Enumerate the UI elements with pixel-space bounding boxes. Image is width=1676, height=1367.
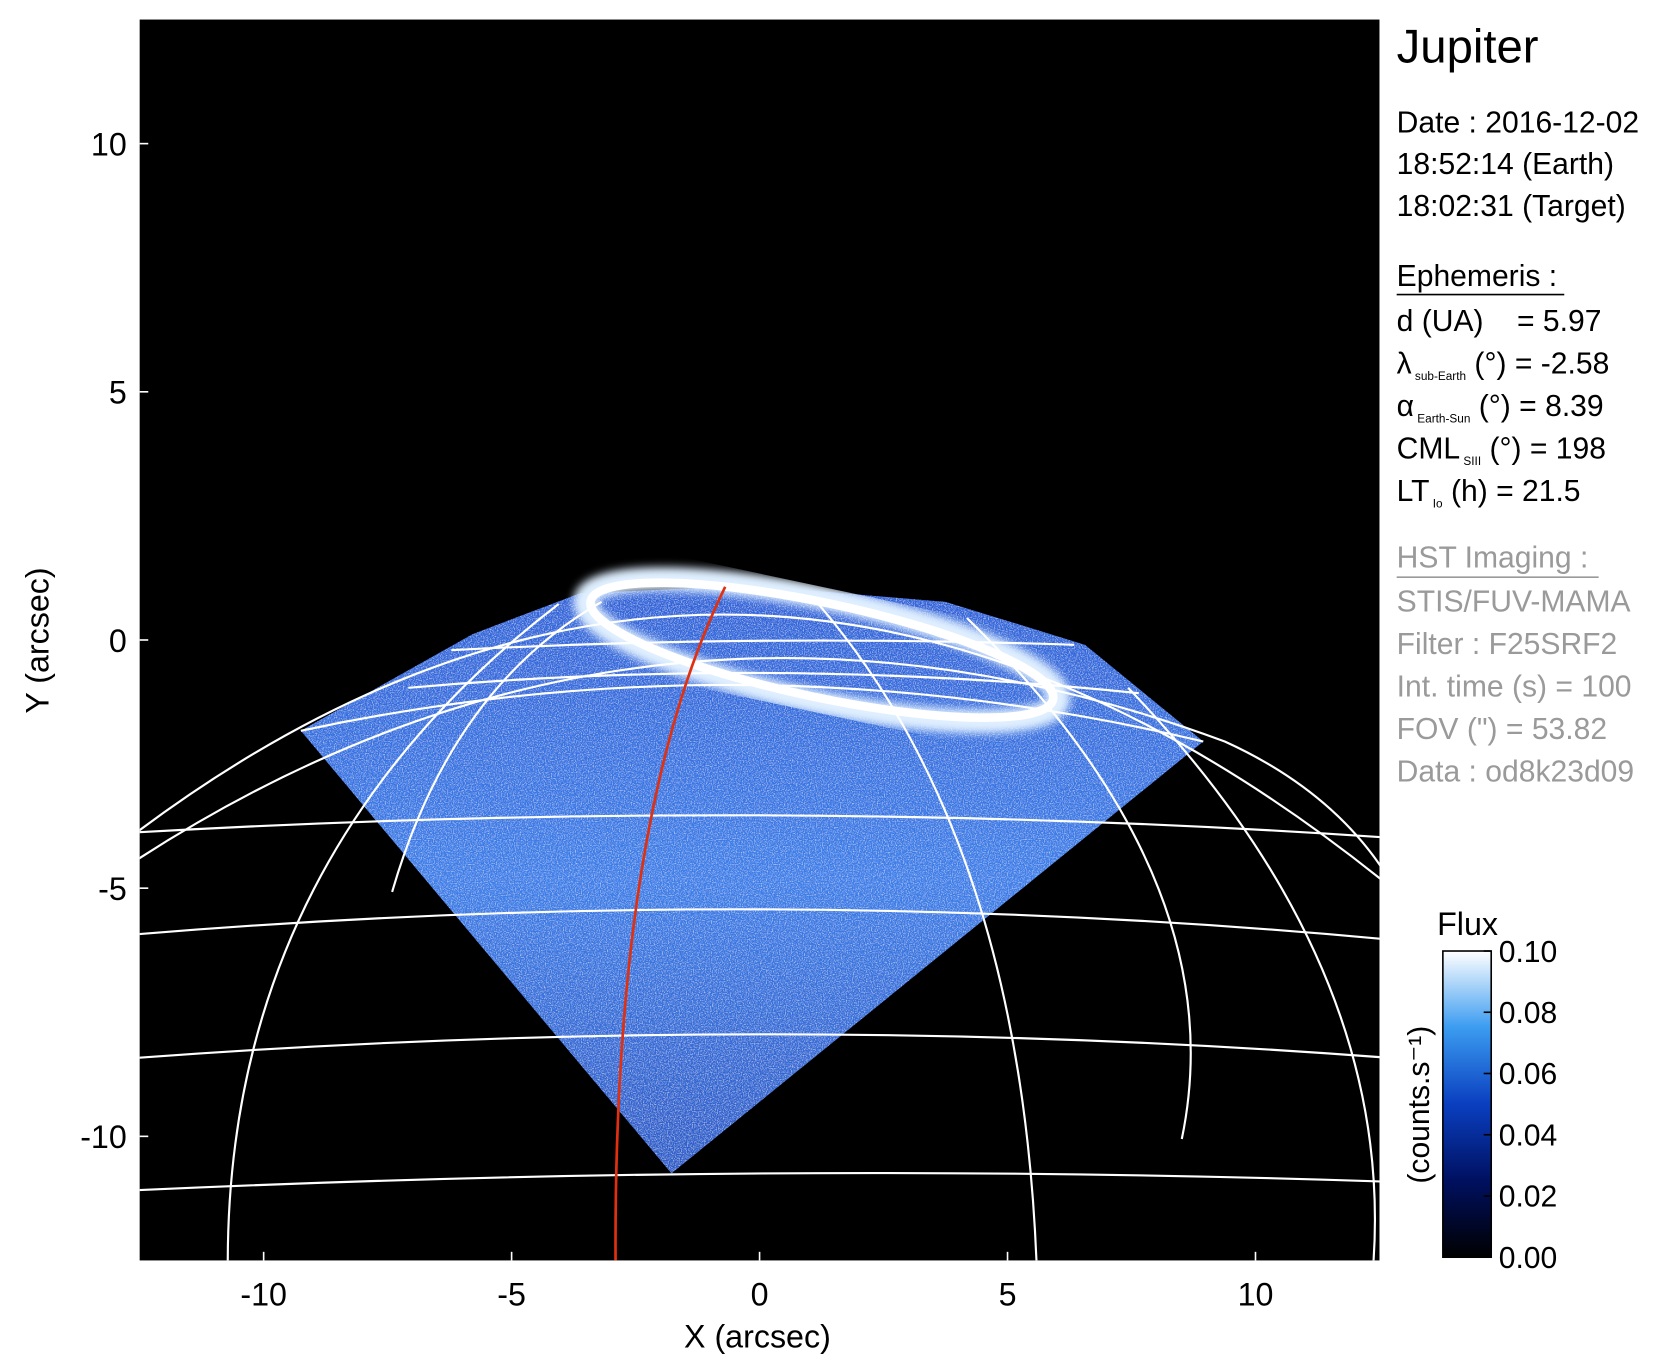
ephemeris-line: λ sub-Earth (°) = -2.58 <box>1397 348 1610 383</box>
colorbar-tick-label: 0.02 <box>1499 1181 1558 1214</box>
colorbar-label: (counts.s⁻¹) <box>1403 1026 1436 1184</box>
date-line: 18:02:31 (Target) <box>1397 190 1626 223</box>
y-tick-label: -5 <box>98 871 127 907</box>
colorbar-tick-label: 0.06 <box>1499 1058 1558 1091</box>
colorbar-tick-label: 0.08 <box>1499 997 1558 1030</box>
colorbar-title: Flux <box>1437 906 1498 942</box>
ephemeris-line: CML SIII (°) = 198 <box>1397 432 1606 467</box>
y-tick-label: 10 <box>91 126 127 162</box>
ephemeris-value: (h) = 21.5 <box>1443 475 1581 508</box>
planet-grid <box>139 600 1380 1261</box>
ephemeris-line: α Earth-Sun (°) = 8.39 <box>1397 390 1604 425</box>
imaging-line: FOV (") = 53.82 <box>1397 713 1607 746</box>
image-layer <box>139 567 1380 1261</box>
date-line: Date : 2016-12-02 <box>1397 106 1639 139</box>
ephemeris-subscript: SIII <box>1463 454 1481 468</box>
imaging-line: STIS/FUV-MAMA <box>1397 586 1631 619</box>
date-line: 18:52:14 (Earth) <box>1397 148 1614 181</box>
ephemeris-symbol: CML <box>1397 432 1461 465</box>
imaging-line: Filter : F25SRF2 <box>1397 628 1618 661</box>
y-tick-label: -10 <box>80 1119 127 1155</box>
ephemeris-subscript: sub-Earth <box>1415 369 1466 383</box>
colorbar <box>1442 950 1493 1259</box>
colorbar-tick-label: 0.10 <box>1499 936 1558 969</box>
ephemeris-value: (°) = -2.58 <box>1466 348 1609 381</box>
x-axis-label: X (arcsec) <box>684 1318 831 1354</box>
y-tick-label: 5 <box>109 375 127 411</box>
ephemeris-title: Ephemeris : <box>1397 260 1557 293</box>
ephemeris-symbol: LT <box>1397 475 1430 508</box>
x-tick-label: 10 <box>1238 1277 1274 1313</box>
ephemeris-symbol: λ <box>1397 348 1412 381</box>
ephemeris-symbol: d (UA) <box>1397 305 1484 338</box>
imaging-line: Int. time (s) = 100 <box>1397 670 1632 703</box>
imaging-line: Data : od8k23d09 <box>1397 755 1634 788</box>
ephemeris-subscript: Io <box>1433 496 1443 510</box>
x-tick-label: -10 <box>240 1277 287 1313</box>
imaging-title: HST Imaging : <box>1397 541 1589 574</box>
x-tick-label: 0 <box>751 1277 769 1313</box>
y-tick-label: 0 <box>109 623 127 659</box>
info-panel: Date : 2016-12-02 18:52:14 (Earth) 18:02:3… <box>1397 106 1639 788</box>
x-tick-label: -5 <box>497 1277 526 1313</box>
colorbar-tick-label: 0.00 <box>1499 1242 1558 1275</box>
reference-meridian <box>614 586 727 1261</box>
ephemeris-symbol: α <box>1397 390 1414 423</box>
colorbar-tick-label: 0.04 <box>1499 1119 1558 1152</box>
ephemeris-line: LT Io (h) = 21.5 <box>1397 475 1581 510</box>
ephemeris-value: (°) = 8.39 <box>1470 390 1603 423</box>
y-axis-label: Y (arcsec) <box>19 567 55 713</box>
ephemeris-value: (°) = 198 <box>1481 432 1606 465</box>
auroral-oval <box>573 567 1071 734</box>
ephemeris-value: = 5.97 <box>1484 305 1602 338</box>
x-tick-label: 5 <box>999 1277 1017 1313</box>
ephemeris-subscript: Earth-Sun <box>1417 411 1470 425</box>
panel-title: Jupiter <box>1397 21 1539 74</box>
ephemeris-line: d (UA) = 5.97 <box>1397 305 1602 338</box>
